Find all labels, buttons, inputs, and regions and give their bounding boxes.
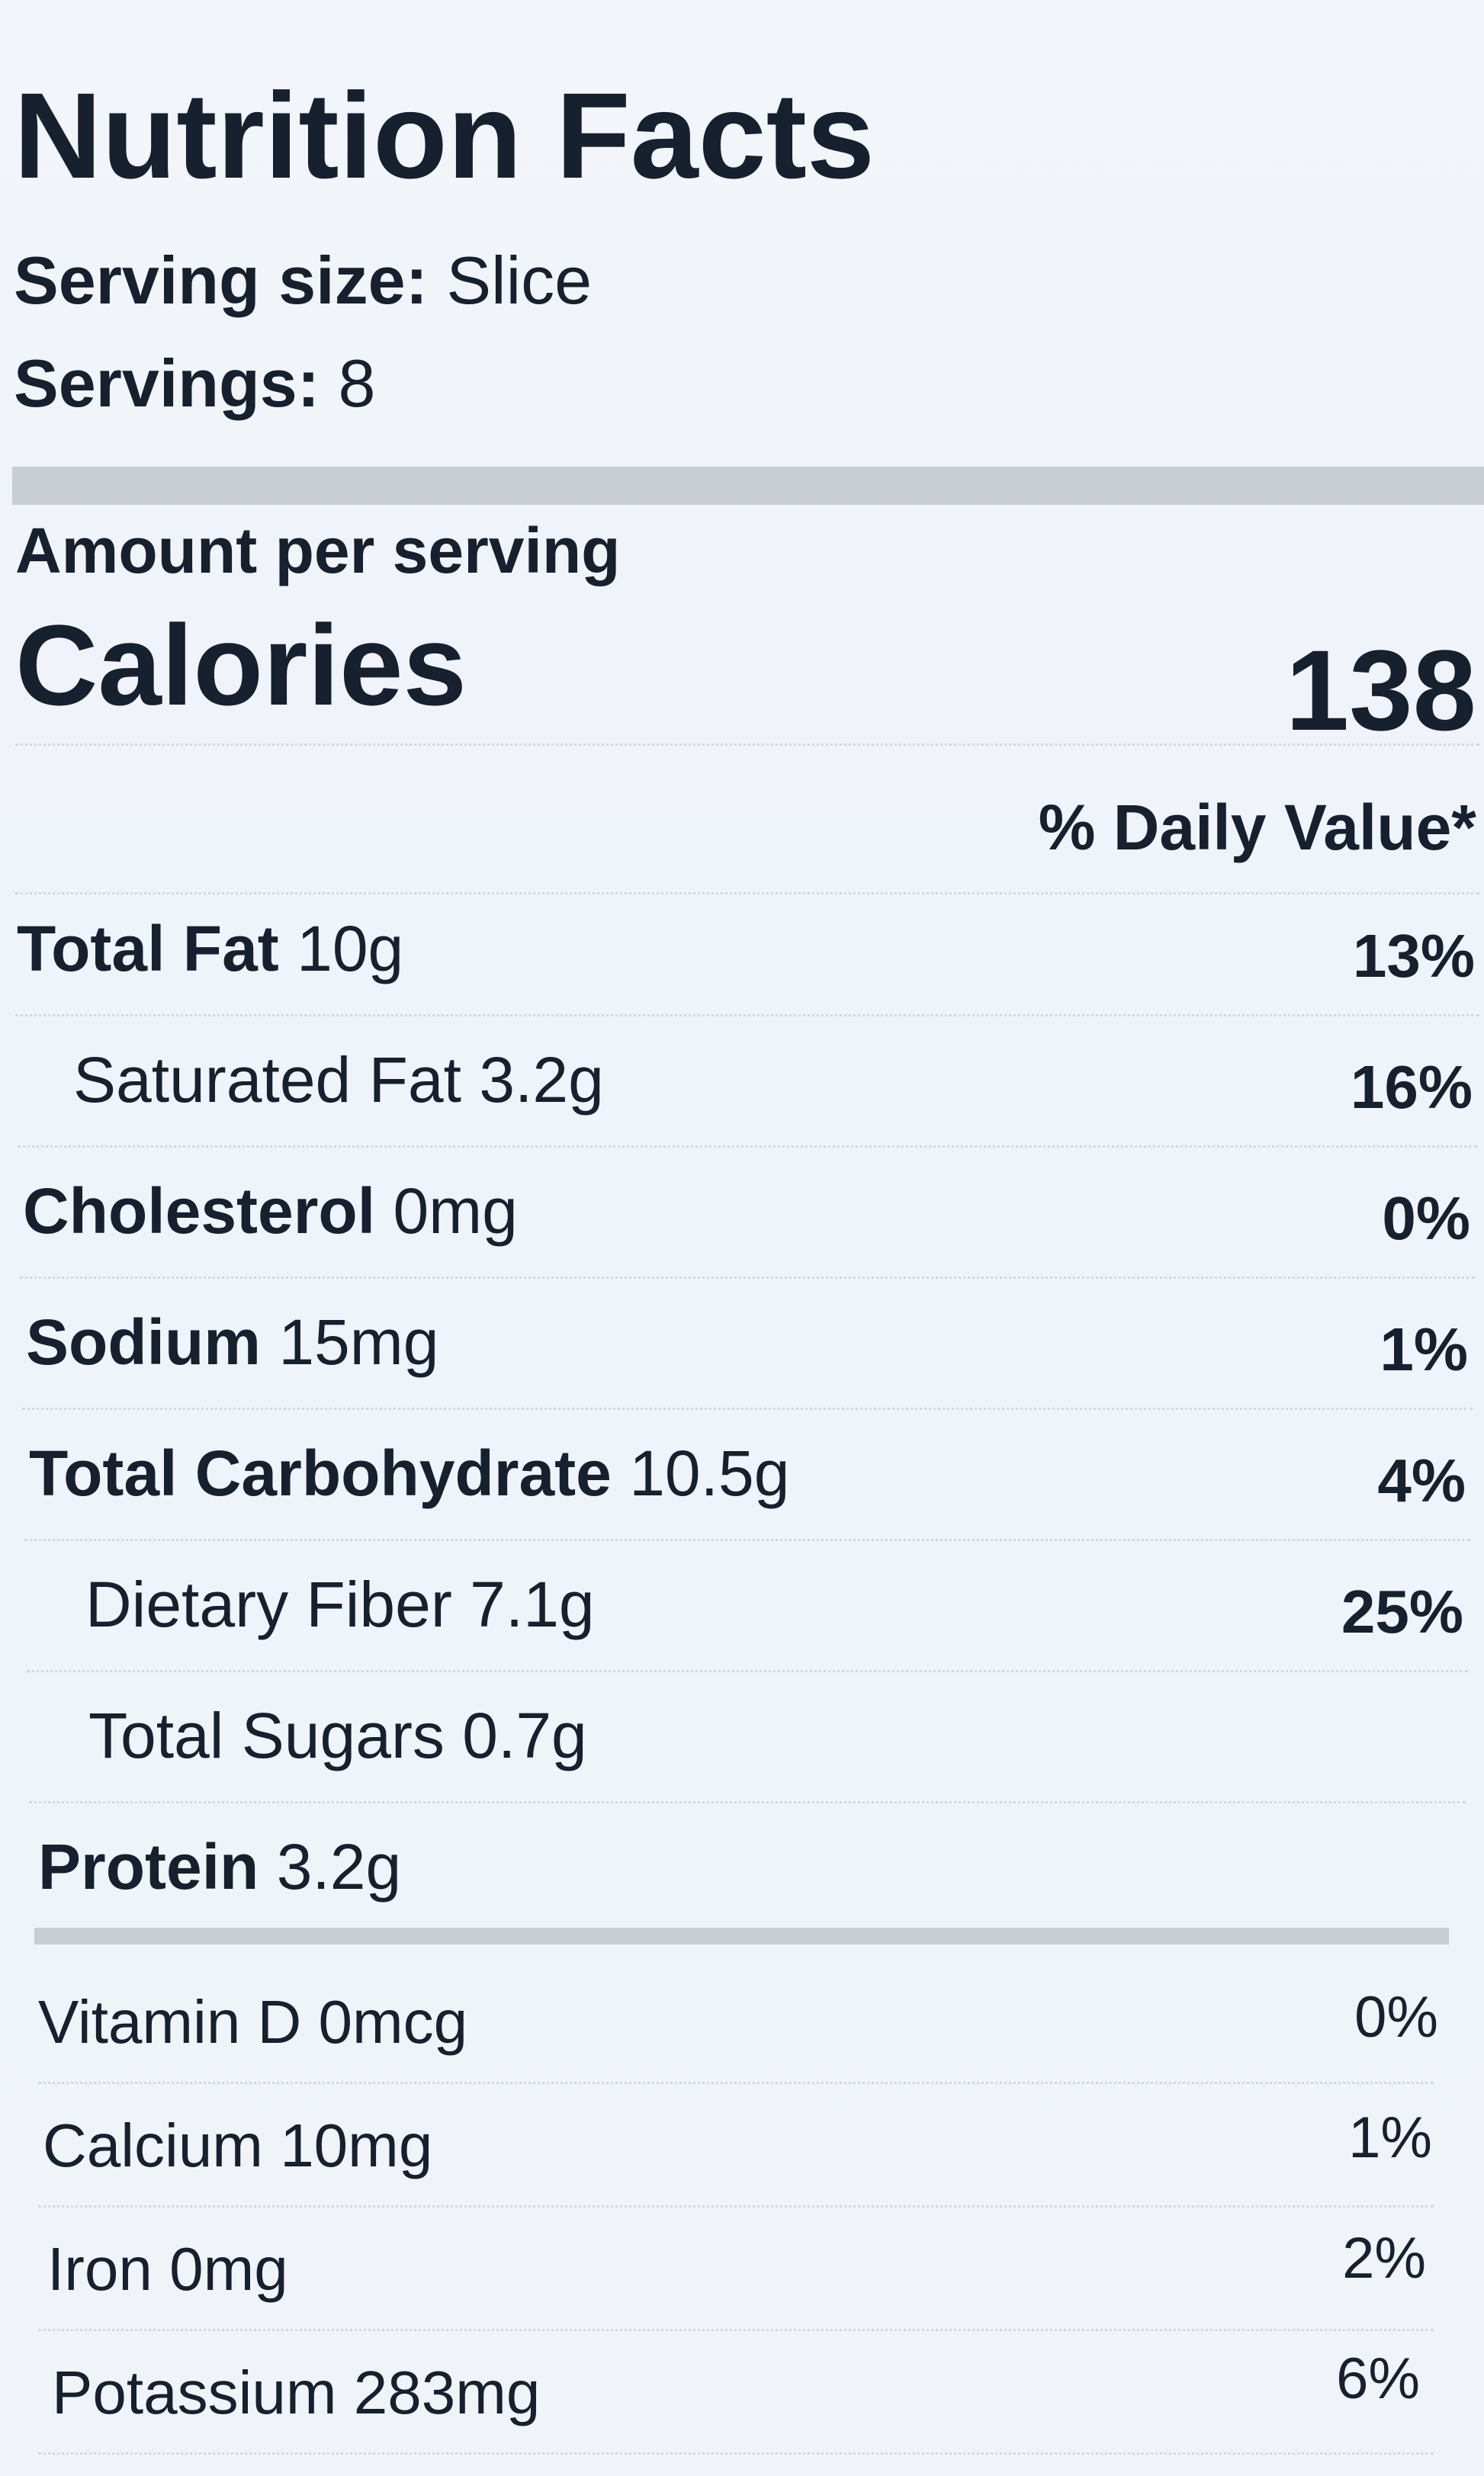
daily-value: 0%	[1382, 1184, 1470, 1252]
thick-divider	[34, 1928, 1449, 1945]
nutrient-name: Total Carbohydrate	[29, 1437, 612, 1509]
nutrient-amount: 0.7g	[462, 1700, 587, 1771]
vitamin-amount: 10mg	[280, 2112, 433, 2179]
nutrient-amount: 0mg	[393, 1175, 518, 1247]
vitamin-row: Calcium 10mg	[43, 2115, 432, 2176]
nutrient-amount: 15mg	[278, 1306, 439, 1378]
vitamin-amount: 0mg	[169, 2235, 288, 2303]
nutrient-name: Dietary Fiber	[85, 1569, 452, 1640]
divider	[38, 2329, 1434, 2331]
divider	[24, 1539, 1470, 1541]
divider	[29, 1801, 1466, 1803]
divider	[15, 892, 1479, 894]
nutrient-row: Saturated Fat 3.2g	[73, 1048, 604, 1112]
vitamin-amount: 283mg	[353, 2359, 541, 2426]
daily-value: 4%	[1377, 1447, 1466, 1514]
vitamin-name: Calcium	[43, 2112, 263, 2179]
divider	[27, 1670, 1468, 1672]
vitamin-row: Potassium 283mg	[52, 2362, 540, 2423]
daily-value: 13%	[1352, 922, 1475, 990]
thick-divider	[12, 467, 1484, 505]
nutrient-row: Protein 3.2g	[38, 1835, 401, 1899]
divider	[18, 1145, 1477, 1148]
nutrient-amount: 3.2g	[479, 1044, 604, 1116]
amount-per-serving: Amount per serving	[15, 515, 621, 586]
nutrient-name: Total Sugars	[88, 1700, 445, 1771]
daily-value: 1%	[1380, 1315, 1468, 1383]
divider	[38, 2205, 1434, 2208]
divider	[15, 1014, 1479, 1016]
nutrient-name: Cholesterol	[23, 1175, 376, 1247]
daily-value: 1%	[1348, 2105, 1432, 2170]
calories-label: Calories	[15, 601, 467, 729]
nutrient-amount: 7.1g	[470, 1569, 595, 1640]
nutrient-name: Sodium	[26, 1306, 261, 1378]
calories-value: 138	[1285, 626, 1476, 754]
nutrient-row: Total Fat 10g	[17, 917, 403, 981]
daily-value: 25%	[1341, 1578, 1463, 1646]
servings-label: Servings:	[14, 345, 320, 421]
daily-value-header: % Daily Value*	[1038, 792, 1476, 863]
nutrient-amount: 10.5g	[629, 1437, 790, 1509]
vitamin-amount: 0mcg	[318, 1988, 468, 2056]
nutrient-name: Total Fat	[17, 913, 279, 984]
vitamin-name: Vitamin D	[38, 1988, 302, 2056]
divider	[15, 743, 1479, 746]
divider	[38, 2452, 1434, 2455]
serving-size-label: Serving size:	[14, 242, 428, 318]
vitamin-row: Vitamin D 0mcg	[38, 1992, 467, 2053]
nutrient-amount: 10g	[297, 913, 404, 984]
servings-value: 8	[338, 345, 376, 421]
nutrient-name: Saturated Fat	[73, 1044, 461, 1116]
divider	[22, 1408, 1473, 1410]
daily-value: 0%	[1354, 1985, 1438, 2050]
daily-value: 6%	[1336, 2346, 1420, 2411]
nutrient-name: Protein	[38, 1831, 259, 1903]
vitamin-name: Potassium	[52, 2359, 337, 2426]
vitamin-row: Iron 0mg	[47, 2239, 288, 2300]
nutrient-row: Cholesterol 0mg	[23, 1179, 518, 1243]
daily-value: 2%	[1342, 2226, 1426, 2291]
serving-size-value: Slice	[446, 242, 593, 318]
nutrient-row: Sodium 15mg	[26, 1310, 438, 1374]
nutrient-row: Total Carbohydrate 10.5g	[29, 1441, 789, 1505]
serving-size: Serving size: Slice	[14, 247, 592, 314]
nutrient-row: Dietary Fiber 7.1g	[85, 1572, 595, 1636]
nutrient-row: Total Sugars 0.7g	[88, 1704, 587, 1768]
divider	[20, 1277, 1475, 1279]
nutrient-amount: 3.2g	[276, 1831, 402, 1903]
vitamin-name: Iron	[47, 2235, 153, 2303]
servings: Servings: 8	[14, 350, 375, 417]
daily-value: 16%	[1350, 1053, 1473, 1121]
divider	[38, 2082, 1434, 2084]
title: Nutrition Facts	[14, 67, 875, 204]
